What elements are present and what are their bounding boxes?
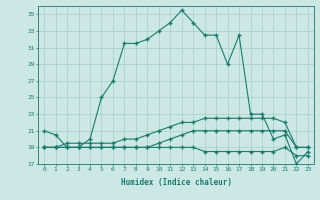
X-axis label: Humidex (Indice chaleur): Humidex (Indice chaleur) xyxy=(121,178,231,187)
